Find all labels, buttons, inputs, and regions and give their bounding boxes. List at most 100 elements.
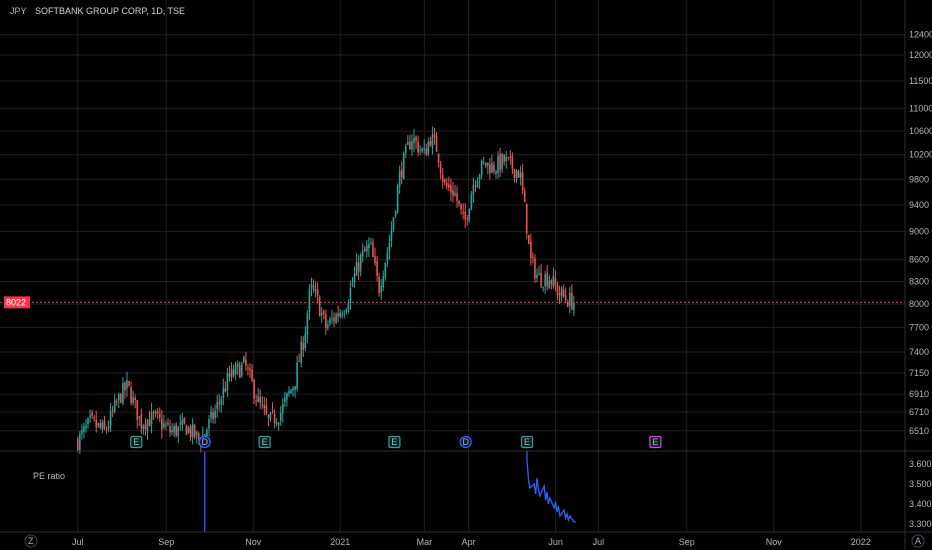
candle[interactable] <box>318 295 321 317</box>
candle[interactable] <box>234 361 237 381</box>
candle[interactable] <box>337 305 339 323</box>
candle[interactable] <box>97 422 100 428</box>
candle[interactable] <box>392 217 395 233</box>
candle[interactable] <box>130 381 132 406</box>
candle[interactable] <box>247 364 249 376</box>
candle[interactable] <box>507 156 510 161</box>
candle[interactable] <box>152 409 155 420</box>
candle[interactable] <box>347 299 350 314</box>
candle[interactable] <box>489 157 491 180</box>
candle[interactable] <box>554 270 557 292</box>
candle[interactable] <box>550 279 553 290</box>
candle[interactable] <box>179 414 182 431</box>
candle[interactable] <box>415 135 417 150</box>
candle[interactable] <box>132 390 134 406</box>
candle[interactable] <box>435 131 438 152</box>
candle[interactable] <box>232 364 235 378</box>
candle[interactable] <box>394 209 397 219</box>
candle[interactable] <box>122 377 124 406</box>
candle[interactable] <box>279 406 282 426</box>
candle[interactable] <box>396 183 399 214</box>
candle[interactable] <box>558 285 561 304</box>
candle[interactable] <box>407 134 409 146</box>
candle[interactable] <box>144 417 147 436</box>
candle[interactable] <box>302 336 305 357</box>
candle[interactable] <box>493 161 495 175</box>
candle[interactable] <box>284 391 286 408</box>
candle[interactable] <box>220 395 223 413</box>
candle[interactable] <box>243 355 245 364</box>
candle[interactable] <box>343 309 346 319</box>
candle[interactable] <box>497 151 499 179</box>
candle[interactable] <box>224 381 227 393</box>
candle[interactable] <box>388 234 391 260</box>
candle[interactable] <box>404 143 407 159</box>
candle[interactable] <box>288 386 290 397</box>
candle[interactable] <box>171 423 173 436</box>
auto-scale-button[interactable]: A <box>911 534 925 548</box>
candle[interactable] <box>562 284 565 299</box>
candle[interactable] <box>259 389 262 409</box>
candle[interactable] <box>163 414 165 430</box>
earnings-marker[interactable]: E <box>520 435 534 449</box>
candle[interactable] <box>267 414 270 427</box>
candle[interactable] <box>222 378 225 406</box>
candle[interactable] <box>316 282 319 304</box>
candle[interactable] <box>181 412 184 431</box>
candle[interactable] <box>292 385 294 397</box>
candle[interactable] <box>111 405 114 418</box>
candle[interactable] <box>478 173 481 190</box>
candle[interactable] <box>107 420 110 432</box>
candle[interactable] <box>386 247 389 268</box>
earnings-marker[interactable]: E <box>649 435 662 449</box>
candle[interactable] <box>361 243 364 263</box>
candle[interactable] <box>177 425 180 444</box>
dividend-marker[interactable]: D <box>198 435 211 449</box>
candle[interactable] <box>91 409 93 419</box>
candle[interactable] <box>263 396 266 416</box>
candle[interactable] <box>568 286 571 314</box>
candle[interactable] <box>95 410 98 433</box>
candle[interactable] <box>433 127 436 145</box>
candle[interactable] <box>320 307 323 323</box>
candle[interactable] <box>314 281 317 298</box>
candle[interactable] <box>466 214 469 226</box>
candle[interactable] <box>325 309 327 335</box>
candle[interactable] <box>423 139 426 155</box>
candle[interactable] <box>117 392 120 408</box>
candle[interactable] <box>513 168 516 183</box>
earnings-marker[interactable]: E <box>130 435 143 449</box>
candle[interactable] <box>312 279 315 293</box>
candle[interactable] <box>103 415 106 430</box>
candle[interactable] <box>85 419 87 433</box>
candle[interactable] <box>532 251 534 264</box>
candle[interactable] <box>491 154 493 174</box>
candle[interactable] <box>384 262 387 281</box>
candle[interactable] <box>355 252 358 276</box>
candle[interactable] <box>411 134 413 156</box>
candle[interactable] <box>300 335 303 368</box>
candle[interactable] <box>480 159 483 179</box>
candle[interactable] <box>214 404 216 424</box>
candle[interactable] <box>419 145 421 155</box>
candle[interactable] <box>374 247 376 267</box>
candle[interactable] <box>425 143 428 156</box>
candle[interactable] <box>265 398 268 416</box>
candle[interactable] <box>140 408 143 435</box>
candle[interactable] <box>380 278 382 301</box>
candle[interactable] <box>552 267 555 289</box>
candle[interactable] <box>212 407 214 424</box>
candle[interactable] <box>189 424 192 442</box>
candle[interactable] <box>521 164 524 195</box>
candle[interactable] <box>294 386 296 398</box>
candle[interactable] <box>460 203 462 215</box>
candle[interactable] <box>310 277 313 297</box>
candle[interactable] <box>437 153 440 168</box>
candle[interactable] <box>525 203 528 239</box>
last-price-tag[interactable]: 8022 <box>4 296 30 309</box>
candle[interactable] <box>556 281 559 301</box>
candle[interactable] <box>146 419 149 440</box>
candle[interactable] <box>238 361 241 379</box>
